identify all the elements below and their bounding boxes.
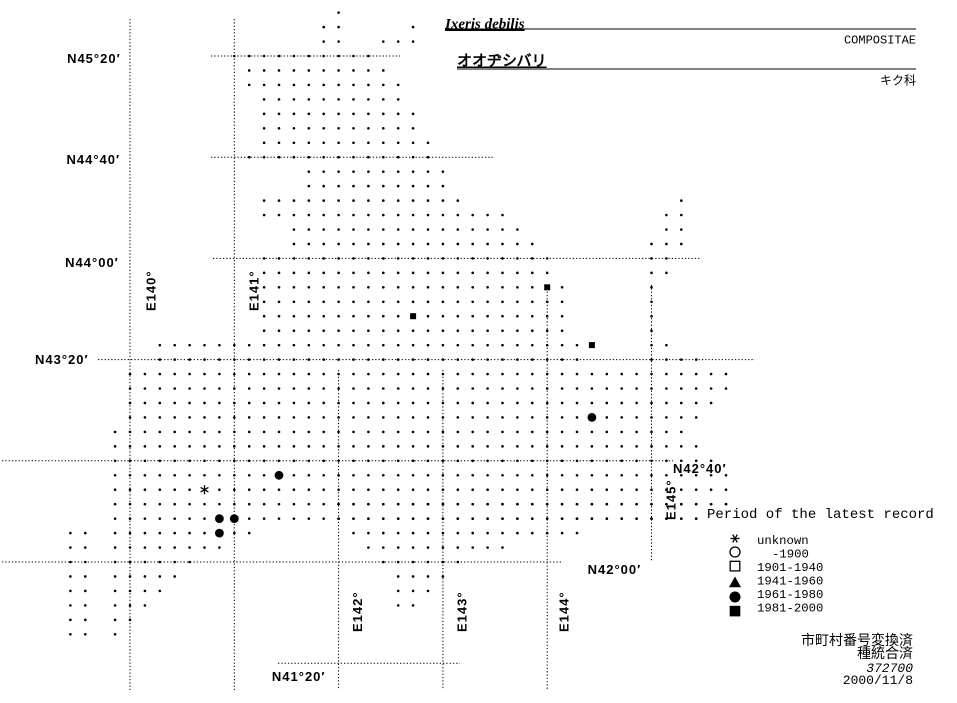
svg-text:N44°00′: N44°00′: [65, 255, 119, 270]
svg-text:COMPOSITAE: COMPOSITAE: [844, 34, 916, 48]
svg-text:E145°: E145°: [664, 479, 679, 520]
svg-text:E142°: E142°: [350, 591, 365, 632]
svg-text:E143°: E143°: [455, 591, 470, 632]
svg-text:N44°40′: N44°40′: [66, 152, 120, 167]
svg-text:キク科: キク科: [880, 74, 916, 89]
svg-text:N43°20′: N43°20′: [35, 352, 89, 367]
svg-text:Ixeris debilis: Ixeris debilis: [444, 17, 525, 33]
svg-text:unknown: unknown: [757, 534, 809, 548]
svg-text:1941-1960: 1941-1960: [757, 575, 823, 589]
svg-text:N45°20′: N45°20′: [67, 51, 121, 66]
svg-text:1901-1940: 1901-1940: [757, 561, 823, 575]
svg-text:E140°: E140°: [144, 270, 159, 311]
svg-text:E141°: E141°: [246, 270, 261, 311]
svg-text:Period of the latest record: Period of the latest record: [707, 507, 934, 523]
svg-text:1981-2000: 1981-2000: [757, 602, 823, 616]
svg-text:N42°00′: N42°00′: [588, 562, 642, 577]
svg-text:N42°40′: N42°40′: [673, 461, 727, 476]
svg-text:N41°20′: N41°20′: [272, 669, 326, 684]
svg-text:2000/11/8: 2000/11/8: [843, 673, 913, 688]
svg-text:オオヂシバリ: オオヂシバリ: [457, 53, 547, 70]
svg-text:1961-1980: 1961-1980: [757, 588, 823, 602]
svg-text:種統合済: 種統合済: [857, 645, 913, 661]
svg-text:E144°: E144°: [556, 591, 571, 632]
svg-text:-1900: -1900: [772, 548, 809, 562]
